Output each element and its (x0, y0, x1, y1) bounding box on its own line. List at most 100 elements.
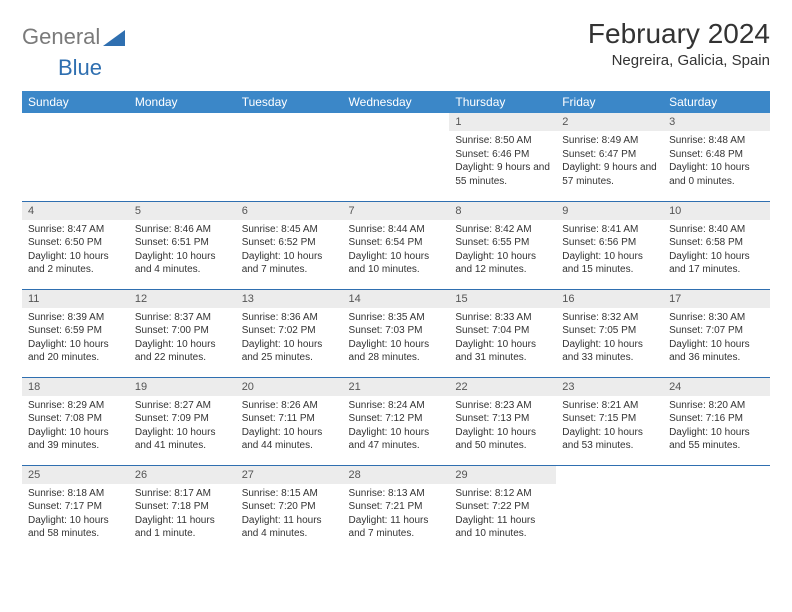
sunset-text: Sunset: 7:18 PM (135, 500, 230, 514)
calendar-cell: 25Sunrise: 8:18 AMSunset: 7:17 PMDayligh… (22, 465, 129, 553)
calendar-row: 18Sunrise: 8:29 AMSunset: 7:08 PMDayligh… (22, 377, 770, 465)
calendar-cell: 26Sunrise: 8:17 AMSunset: 7:18 PMDayligh… (129, 465, 236, 553)
daylight-text: Daylight: 10 hours and 17 minutes. (669, 250, 764, 277)
daylight-text: Daylight: 10 hours and 41 minutes. (135, 426, 230, 453)
calendar-cell: 18Sunrise: 8:29 AMSunset: 7:08 PMDayligh… (22, 377, 129, 465)
calendar-cell: 2Sunrise: 8:49 AMSunset: 6:47 PMDaylight… (556, 113, 663, 201)
sunset-text: Sunset: 7:11 PM (242, 412, 337, 426)
day-body: Sunrise: 8:29 AMSunset: 7:08 PMDaylight:… (22, 396, 129, 457)
sunrise-text: Sunrise: 8:13 AM (349, 487, 444, 501)
day-body: Sunrise: 8:36 AMSunset: 7:02 PMDaylight:… (236, 308, 343, 369)
sunset-text: Sunset: 7:00 PM (135, 324, 230, 338)
calendar-cell: 23Sunrise: 8:21 AMSunset: 7:15 PMDayligh… (556, 377, 663, 465)
sunset-text: Sunset: 7:22 PM (455, 500, 550, 514)
day-body: Sunrise: 8:40 AMSunset: 6:58 PMDaylight:… (663, 220, 770, 281)
calendar-cell: 13Sunrise: 8:36 AMSunset: 7:02 PMDayligh… (236, 289, 343, 377)
daylight-text: Daylight: 10 hours and 25 minutes. (242, 338, 337, 365)
day-body: Sunrise: 8:35 AMSunset: 7:03 PMDaylight:… (343, 308, 450, 369)
sunrise-text: Sunrise: 8:23 AM (455, 399, 550, 413)
day-header-row: Sunday Monday Tuesday Wednesday Thursday… (22, 91, 770, 113)
sunrise-text: Sunrise: 8:45 AM (242, 223, 337, 237)
sunrise-text: Sunrise: 8:33 AM (455, 311, 550, 325)
day-body: Sunrise: 8:18 AMSunset: 7:17 PMDaylight:… (22, 484, 129, 545)
day-number: 7 (343, 202, 450, 220)
day-body: Sunrise: 8:12 AMSunset: 7:22 PMDaylight:… (449, 484, 556, 545)
col-wednesday: Wednesday (343, 91, 450, 113)
calendar-cell: 5Sunrise: 8:46 AMSunset: 6:51 PMDaylight… (129, 201, 236, 289)
calendar-cell (129, 113, 236, 201)
sunset-text: Sunset: 6:46 PM (455, 148, 550, 162)
day-number: 20 (236, 378, 343, 396)
day-body: Sunrise: 8:47 AMSunset: 6:50 PMDaylight:… (22, 220, 129, 281)
sunset-text: Sunset: 7:04 PM (455, 324, 550, 338)
sunrise-text: Sunrise: 8:32 AM (562, 311, 657, 325)
sunset-text: Sunset: 7:05 PM (562, 324, 657, 338)
day-body: Sunrise: 8:48 AMSunset: 6:48 PMDaylight:… (663, 131, 770, 192)
calendar-cell: 3Sunrise: 8:48 AMSunset: 6:48 PMDaylight… (663, 113, 770, 201)
sunrise-text: Sunrise: 8:18 AM (28, 487, 123, 501)
col-saturday: Saturday (663, 91, 770, 113)
calendar-cell: 1Sunrise: 8:50 AMSunset: 6:46 PMDaylight… (449, 113, 556, 201)
col-thursday: Thursday (449, 91, 556, 113)
daylight-text: Daylight: 10 hours and 44 minutes. (242, 426, 337, 453)
calendar-cell: 8Sunrise: 8:42 AMSunset: 6:55 PMDaylight… (449, 201, 556, 289)
calendar-cell: 6Sunrise: 8:45 AMSunset: 6:52 PMDaylight… (236, 201, 343, 289)
calendar-body: 1Sunrise: 8:50 AMSunset: 6:46 PMDaylight… (22, 113, 770, 553)
sunrise-text: Sunrise: 8:15 AM (242, 487, 337, 501)
calendar-cell: 9Sunrise: 8:41 AMSunset: 6:56 PMDaylight… (556, 201, 663, 289)
day-body: Sunrise: 8:33 AMSunset: 7:04 PMDaylight:… (449, 308, 556, 369)
sunset-text: Sunset: 7:03 PM (349, 324, 444, 338)
calendar-cell: 15Sunrise: 8:33 AMSunset: 7:04 PMDayligh… (449, 289, 556, 377)
day-number: 16 (556, 290, 663, 308)
sunset-text: Sunset: 7:09 PM (135, 412, 230, 426)
page-title: February 2024 (588, 18, 770, 50)
daylight-text: Daylight: 10 hours and 55 minutes. (669, 426, 764, 453)
day-body: Sunrise: 8:20 AMSunset: 7:16 PMDaylight:… (663, 396, 770, 457)
calendar-cell (22, 113, 129, 201)
sunrise-text: Sunrise: 8:21 AM (562, 399, 657, 413)
sunrise-text: Sunrise: 8:12 AM (455, 487, 550, 501)
daylight-text: Daylight: 11 hours and 1 minute. (135, 514, 230, 541)
sunset-text: Sunset: 7:02 PM (242, 324, 337, 338)
sunset-text: Sunset: 6:48 PM (669, 148, 764, 162)
day-body: Sunrise: 8:23 AMSunset: 7:13 PMDaylight:… (449, 396, 556, 457)
day-number: 12 (129, 290, 236, 308)
calendar-cell: 28Sunrise: 8:13 AMSunset: 7:21 PMDayligh… (343, 465, 450, 553)
sunrise-text: Sunrise: 8:30 AM (669, 311, 764, 325)
daylight-text: Daylight: 10 hours and 36 minutes. (669, 338, 764, 365)
sunset-text: Sunset: 6:58 PM (669, 236, 764, 250)
calendar-cell (556, 465, 663, 553)
daylight-text: Daylight: 10 hours and 10 minutes. (349, 250, 444, 277)
day-number: 14 (343, 290, 450, 308)
day-number: 22 (449, 378, 556, 396)
day-number: 15 (449, 290, 556, 308)
daylight-text: Daylight: 10 hours and 33 minutes. (562, 338, 657, 365)
calendar-cell (236, 113, 343, 201)
sunset-text: Sunset: 7:13 PM (455, 412, 550, 426)
col-friday: Friday (556, 91, 663, 113)
daylight-text: Daylight: 10 hours and 15 minutes. (562, 250, 657, 277)
day-number: 9 (556, 202, 663, 220)
day-number: 3 (663, 113, 770, 131)
sunset-text: Sunset: 7:20 PM (242, 500, 337, 514)
sunrise-text: Sunrise: 8:49 AM (562, 134, 657, 148)
calendar-cell: 19Sunrise: 8:27 AMSunset: 7:09 PMDayligh… (129, 377, 236, 465)
day-number: 27 (236, 466, 343, 484)
logo: General (22, 18, 128, 50)
sunrise-text: Sunrise: 8:35 AM (349, 311, 444, 325)
day-number: 21 (343, 378, 450, 396)
sunrise-text: Sunrise: 8:46 AM (135, 223, 230, 237)
calendar-cell: 7Sunrise: 8:44 AMSunset: 6:54 PMDaylight… (343, 201, 450, 289)
daylight-text: Daylight: 10 hours and 50 minutes. (455, 426, 550, 453)
daylight-text: Daylight: 9 hours and 57 minutes. (562, 161, 657, 188)
day-number: 25 (22, 466, 129, 484)
sunset-text: Sunset: 7:07 PM (669, 324, 764, 338)
day-number: 10 (663, 202, 770, 220)
sunset-text: Sunset: 6:55 PM (455, 236, 550, 250)
day-number: 13 (236, 290, 343, 308)
daylight-text: Daylight: 10 hours and 0 minutes. (669, 161, 764, 188)
day-number: 8 (449, 202, 556, 220)
day-body: Sunrise: 8:49 AMSunset: 6:47 PMDaylight:… (556, 131, 663, 192)
day-number: 4 (22, 202, 129, 220)
sunset-text: Sunset: 7:17 PM (28, 500, 123, 514)
